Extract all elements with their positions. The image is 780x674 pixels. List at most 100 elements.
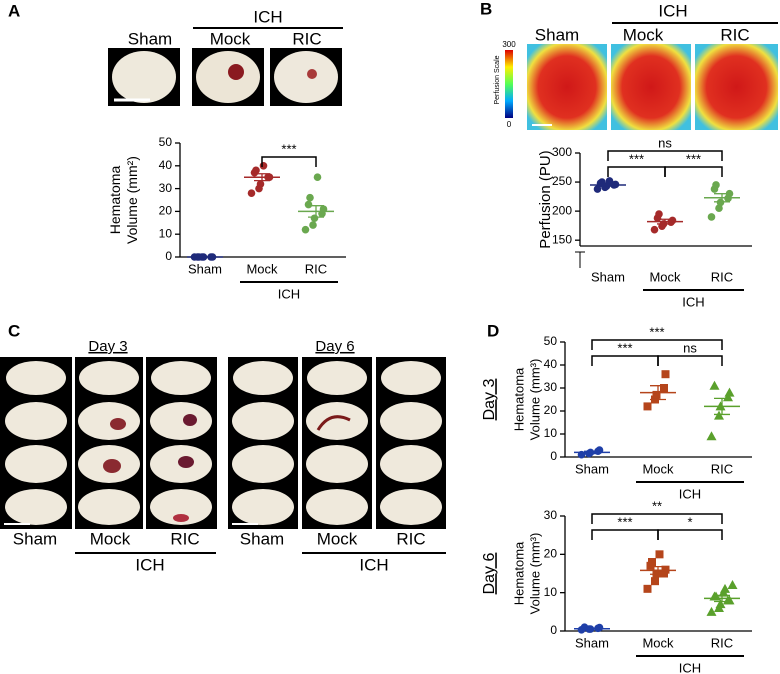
- y-tick-label: 30: [544, 508, 558, 522]
- y-axis-label: Volume (mm³): [527, 533, 542, 615]
- photo-label: Mock: [317, 529, 358, 548]
- x-tick-label: Sham: [575, 461, 609, 476]
- y-tick-label: 40: [159, 158, 173, 172]
- color-scale: [505, 50, 513, 118]
- significance-label: ***: [617, 514, 632, 529]
- data-point: [313, 173, 322, 181]
- x-tick-label: RIC: [305, 261, 327, 276]
- group-label: ICH: [253, 7, 282, 26]
- x-tick-label: Mock: [642, 461, 674, 476]
- photo-label: RIC: [396, 529, 425, 548]
- scale-title: Perfusion Scale: [494, 55, 501, 104]
- data-point: [259, 162, 268, 170]
- data-point: [706, 606, 717, 616]
- photo-label: Sham: [128, 29, 172, 48]
- significance-bracket: [261, 156, 317, 167]
- significance-bracket: [591, 513, 723, 524]
- photo-label: Sham: [535, 25, 579, 44]
- error-bar: [714, 193, 730, 203]
- significance-bracket: [657, 529, 723, 540]
- significance-label: ***: [281, 141, 296, 156]
- x-tick-label: Sham: [188, 261, 222, 276]
- data-point: [643, 402, 652, 411]
- data-point: [715, 204, 723, 213]
- error-bar: [714, 594, 730, 603]
- y-tick-label: 150: [552, 232, 572, 246]
- group-label: ICH: [135, 555, 164, 574]
- error-bar: [254, 173, 270, 182]
- y-axis-label: Volume (mm³): [527, 359, 542, 441]
- significance-bracket: [591, 355, 659, 366]
- data-point: [652, 569, 661, 578]
- significance-label: ***: [617, 340, 632, 355]
- photo-label: Mock: [90, 529, 131, 548]
- x-tick-label: RIC: [711, 269, 733, 284]
- photo-label: Sham: [13, 529, 57, 548]
- y-tick-label: 30: [544, 380, 558, 394]
- x-tick-label: RIC: [711, 635, 733, 650]
- data-point: [712, 181, 720, 189]
- data-point: [650, 225, 659, 234]
- chart: 0 10 20 30 40 50 Hematoma Volume (mm²) Sham Mock R…: [107, 135, 346, 301]
- data-point: [593, 185, 602, 193]
- data-point: [306, 193, 314, 202]
- data-point: [655, 550, 664, 559]
- error-bar: [308, 205, 324, 218]
- chart: 0 10 20 30 Hematoma Volume (mm³) Day 6 Sham Mock…: [481, 498, 752, 674]
- data-point: [727, 580, 738, 589]
- axis-break: [575, 251, 585, 268]
- significance-label: *: [687, 514, 692, 529]
- group-label: ICH: [679, 486, 701, 501]
- significance-bracket: [607, 150, 723, 161]
- brain-slices: [0, 357, 446, 529]
- data-point: [652, 390, 661, 399]
- data-point: [660, 384, 668, 392]
- data-point: [706, 431, 717, 441]
- photo-label: Sham: [240, 529, 284, 548]
- data-point: [668, 216, 677, 225]
- data-point: [661, 370, 670, 379]
- data-point: [643, 584, 652, 593]
- y-axis-label: Hematoma: [511, 367, 526, 431]
- error-bar: [714, 397, 730, 416]
- significance-bracket: [591, 339, 723, 350]
- significance-label: ns: [658, 135, 672, 150]
- data-point: [304, 200, 313, 209]
- panel-letter: A: [8, 1, 20, 20]
- y-tick-label: 10: [159, 226, 173, 240]
- y-axis-label: Hematoma: [511, 541, 526, 605]
- y-axis-label: Perfusion (PU): [537, 150, 554, 248]
- error-bar: [584, 450, 600, 455]
- brain-photos: [108, 48, 342, 106]
- data-point: [709, 380, 720, 390]
- y-tick-label: 0: [165, 249, 172, 263]
- y-tick-label: 0: [550, 623, 557, 637]
- y-tick-label: 40: [544, 357, 558, 371]
- y-tick-label: 300: [552, 145, 572, 159]
- x-tick-label: Mock: [649, 269, 681, 284]
- data-point: [256, 180, 265, 188]
- photo-label: Mock: [623, 25, 664, 44]
- group-label: ICH: [278, 286, 300, 301]
- y-tick-label: 20: [544, 547, 558, 561]
- group-label: ICH: [359, 555, 388, 574]
- scale-tick: 0: [507, 120, 512, 129]
- data-point: [715, 599, 726, 609]
- group-label: ICH: [682, 294, 704, 309]
- data-point: [605, 177, 614, 185]
- x-tick-label: Mock: [246, 261, 278, 276]
- y-tick-label: 30: [159, 181, 173, 195]
- data-point: [310, 214, 319, 223]
- x-tick-label: RIC: [711, 461, 733, 476]
- y-tick-label: 20: [544, 403, 558, 417]
- data-point: [655, 210, 663, 218]
- side-label: Day 6: [481, 553, 498, 595]
- chart: 0 10 20 30 40 50 Hematoma Volume (mm³) Day 3 Sham…: [481, 324, 752, 501]
- data-point: [580, 623, 589, 631]
- y-axis-label: Hematoma: [107, 166, 123, 235]
- error-bar: [650, 565, 666, 575]
- photo-label: RIC: [720, 25, 749, 44]
- significance-bracket: [607, 166, 666, 177]
